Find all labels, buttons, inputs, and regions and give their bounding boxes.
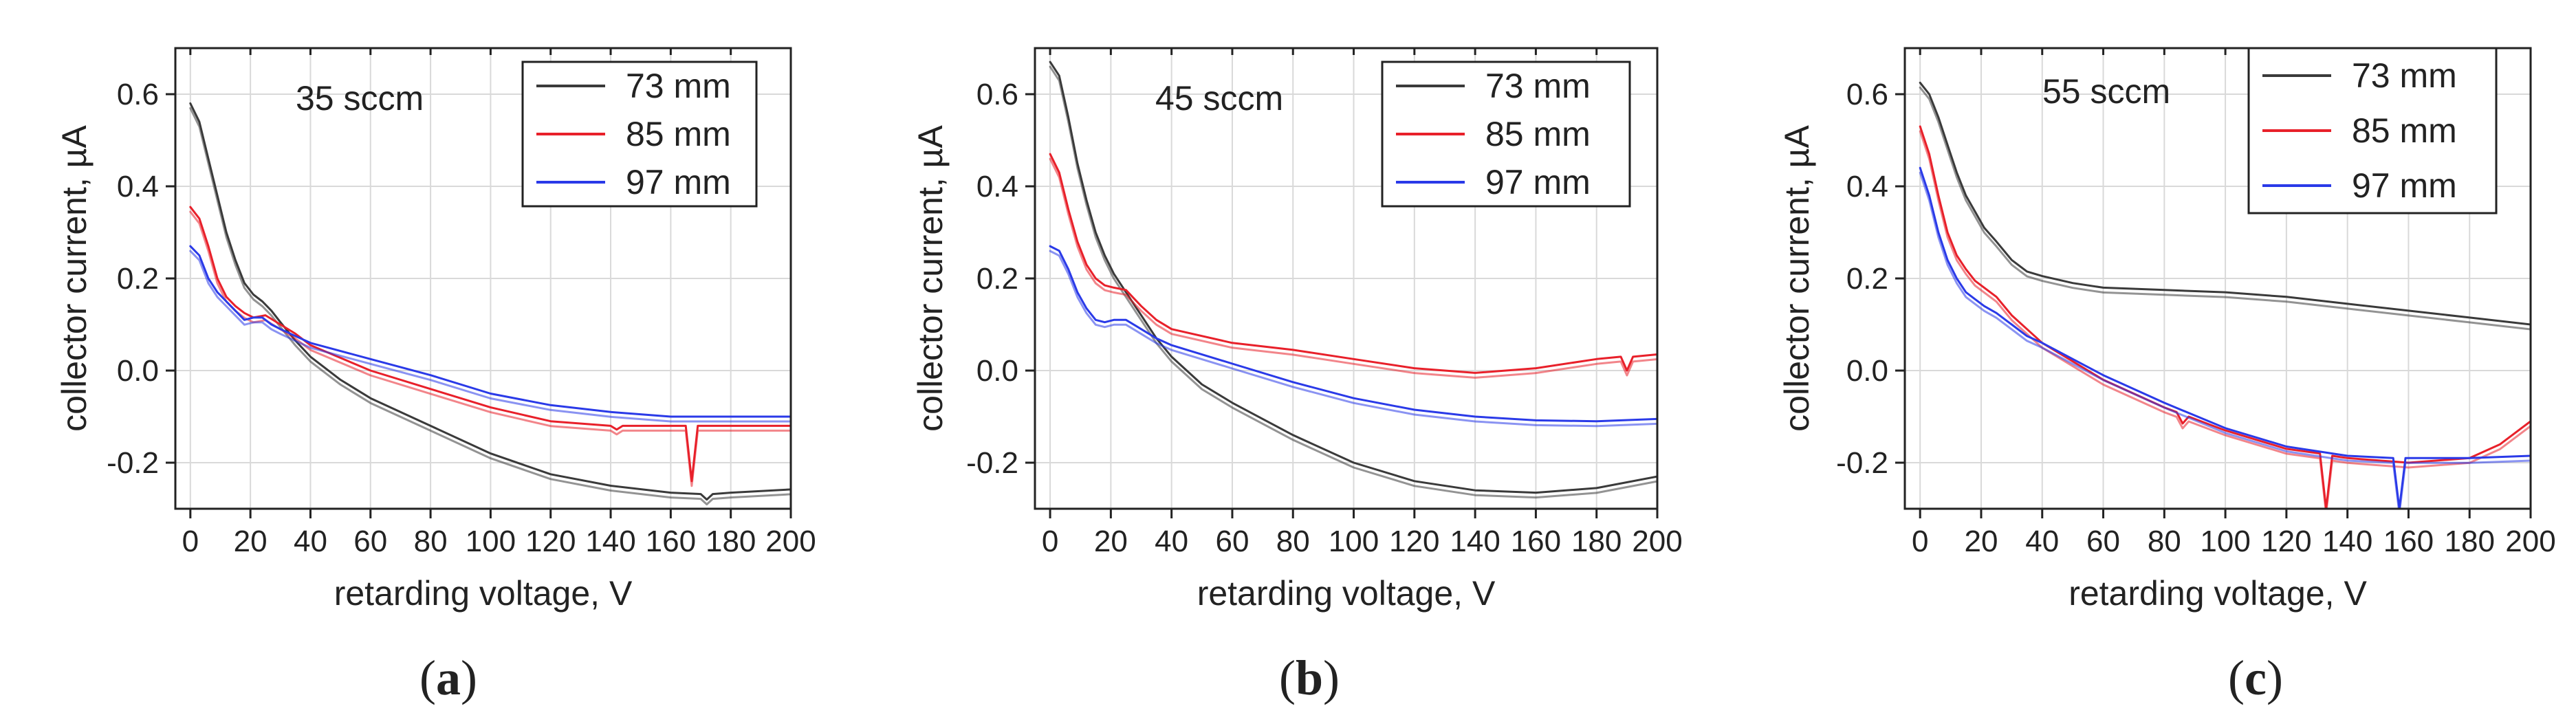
x-tick-label: 40 <box>2025 525 2059 558</box>
x-tick-label: 0 <box>182 525 199 558</box>
x-axis-title: retarding voltage, V <box>2069 574 2367 613</box>
y-tick-label: 0.6 <box>1846 78 1888 111</box>
x-tick-label: 120 <box>1389 525 1439 558</box>
x-tick-label: 0 <box>1042 525 1058 558</box>
y-tick-label: -0.2 <box>107 446 159 480</box>
y-tick-label: 0.0 <box>1846 354 1888 388</box>
legend-label: 73 mm <box>2352 56 2457 95</box>
x-tick-label: 0 <box>1912 525 1928 558</box>
x-tick-label: 100 <box>2200 525 2250 558</box>
x-tick-label: 80 <box>414 525 448 558</box>
y-tick-label: 0.0 <box>117 354 159 388</box>
x-tick-label: 200 <box>2505 525 2555 558</box>
x-tick-label: 60 <box>353 525 387 558</box>
series-line-return-85-mm <box>1919 130 2531 509</box>
y-tick-label: 0.6 <box>976 78 1018 111</box>
x-axis-title: retarding voltage, V <box>1197 574 1496 613</box>
y-tick-label: 0.4 <box>1846 170 1888 204</box>
x-tick-label: 100 <box>1329 525 1379 558</box>
x-tick-label: 180 <box>1571 525 1622 558</box>
x-tick-label: 160 <box>646 525 696 558</box>
y-axis-title: collector current, µA <box>1778 125 1816 432</box>
series-line-85-mm <box>189 206 791 483</box>
y-tick-label: 0.2 <box>117 262 159 296</box>
x-tick-label: 200 <box>765 525 816 558</box>
x-tick-label: 140 <box>585 525 635 558</box>
series-line-97-mm <box>189 245 791 418</box>
x-tick-label: 160 <box>1511 525 1561 558</box>
panel-caption: (a) <box>419 650 477 705</box>
series-line-73-mm <box>1919 81 2531 326</box>
series-line-return-73-mm <box>189 107 791 506</box>
series-line-return-73-mm <box>1919 86 2531 331</box>
legend-label: 85 mm <box>626 115 731 153</box>
x-tick-label: 140 <box>1450 525 1500 558</box>
series-line-return-97-mm <box>1049 250 1657 428</box>
series-line-return-85-mm <box>1049 157 1657 379</box>
legend-label: 73 mm <box>626 67 731 105</box>
legend-label: 97 mm <box>626 163 731 201</box>
legend: 73 mm 85 mm 97 mm <box>1381 60 1631 208</box>
x-tick-label: 60 <box>1215 525 1249 558</box>
panel-caption-letter: c <box>2245 650 2267 705</box>
flow-annotation: 55 sccm <box>2042 72 2170 111</box>
panel-caption: (b) <box>1279 650 1340 705</box>
y-tick-label: -0.2 <box>966 446 1018 480</box>
panel-b: 0 20 40 60 80 100 120 140 160 180 200 -0.2 0.0 0.2 0.4… <box>911 47 1683 705</box>
x-tick-label: 120 <box>2261 525 2311 558</box>
y-tick-label: 0.2 <box>976 262 1018 296</box>
x-tick-label: 200 <box>1632 525 1682 558</box>
legend-label: 85 mm <box>1485 115 1591 153</box>
panel-c: 0 20 40 60 80 100 120 140 160 180 200 -0.2 0.0 0.2 0.4… <box>1778 47 2556 705</box>
x-tick-label: 20 <box>1964 525 1998 558</box>
y-tick-label: 0.4 <box>976 170 1018 204</box>
x-tick-label: 60 <box>2086 525 2120 558</box>
series-group <box>1049 60 1657 499</box>
x-axis-title: retarding voltage, V <box>334 574 633 613</box>
series-group <box>189 102 791 506</box>
x-tick-label: 180 <box>706 525 756 558</box>
series-line-97-mm <box>1049 245 1657 423</box>
y-tick-label: 0.0 <box>976 354 1018 388</box>
series-line-85-mm <box>1049 153 1657 374</box>
flow-annotation: 45 sccm <box>1155 79 1283 118</box>
x-tick-label: 40 <box>1155 525 1188 558</box>
legend-label: 73 mm <box>1485 67 1591 105</box>
legend-label: 85 mm <box>2352 111 2457 150</box>
x-tick-label: 80 <box>2148 525 2181 558</box>
y-axis-title: collector current, µA <box>911 125 950 432</box>
series-group <box>1919 81 2531 509</box>
y-tick-label: 0.4 <box>117 170 159 204</box>
x-tick-label: 20 <box>1094 525 1128 558</box>
series-line-return-97-mm <box>189 250 791 423</box>
x-tick-label: 40 <box>294 525 327 558</box>
x-tick-label: 140 <box>2322 525 2372 558</box>
x-tick-label: 180 <box>2445 525 2495 558</box>
series-line-return-97-mm <box>1919 171 2531 509</box>
y-tick-label: 0.6 <box>117 78 159 111</box>
series-line-73-mm <box>189 102 791 501</box>
panel-caption-letter: a <box>436 650 461 705</box>
flow-annotation: 35 sccm <box>296 79 424 118</box>
x-tick-label: 120 <box>525 525 576 558</box>
legend: 73 mm 85 mm 97 mm <box>521 60 758 208</box>
panel-caption-letter: b <box>1296 650 1323 705</box>
legend-label: 97 mm <box>1485 163 1591 201</box>
y-tick-label: 0.2 <box>1846 262 1888 296</box>
legend: 73 mm 85 mm 97 mm <box>2247 47 2498 214</box>
x-tick-label: 100 <box>466 525 516 558</box>
x-tick-label: 80 <box>1276 525 1310 558</box>
x-tick-label: 160 <box>2383 525 2434 558</box>
x-tick-label: 20 <box>234 525 268 558</box>
y-tick-label: -0.2 <box>1836 446 1888 480</box>
panel-caption: (c) <box>2228 650 2283 705</box>
y-axis-title: collector current, µA <box>55 125 94 432</box>
legend-label: 97 mm <box>2352 166 2457 205</box>
panel-a: 0 20 40 60 80 100 120 140 160 180 200 -0.2 0.0 0.2 0.4… <box>55 47 816 705</box>
